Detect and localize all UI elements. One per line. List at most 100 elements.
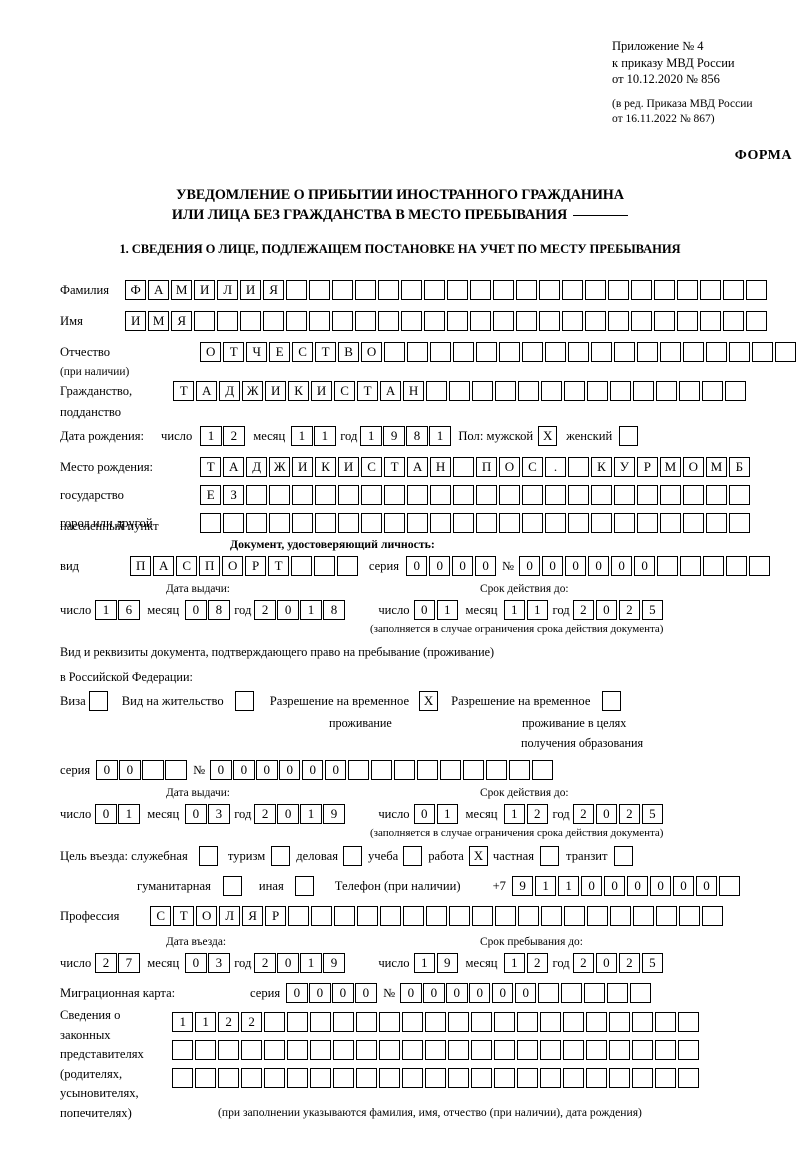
char-cell[interactable]	[217, 1068, 240, 1088]
char-cell[interactable]	[485, 760, 508, 780]
purpose-service-checkbox[interactable]	[198, 846, 218, 866]
char-cell[interactable]	[378, 1040, 401, 1060]
char-cell[interactable]: 0	[603, 876, 626, 896]
char-cell[interactable]	[475, 342, 498, 362]
char-cell[interactable]: 0	[429, 556, 451, 576]
char-cell[interactable]	[677, 1012, 700, 1032]
char-cell[interactable]	[356, 906, 379, 926]
char-cell[interactable]	[469, 311, 492, 331]
char-cell[interactable]	[631, 1068, 654, 1088]
char-cell[interactable]	[383, 485, 406, 505]
char-cell[interactable]	[563, 906, 586, 926]
char-cell[interactable]	[452, 457, 475, 477]
char-cell[interactable]: 1	[200, 426, 222, 446]
char-cell[interactable]: 0	[96, 760, 118, 780]
char-cell[interactable]	[470, 1068, 493, 1088]
char-cell[interactable]	[538, 311, 561, 331]
char-cell[interactable]: Е	[200, 485, 222, 505]
char-cell[interactable]	[394, 760, 416, 780]
char-cell[interactable]: 1	[118, 804, 140, 824]
char-cell[interactable]: 0	[185, 953, 207, 973]
char-cell[interactable]	[745, 311, 767, 331]
char-cell[interactable]	[383, 342, 406, 362]
char-cell[interactable]	[631, 1012, 654, 1032]
char-cell[interactable]	[748, 556, 771, 576]
char-cell[interactable]	[309, 1068, 332, 1088]
char-cell[interactable]	[659, 342, 682, 362]
char-cell[interactable]: У	[613, 457, 636, 477]
char-cell[interactable]: 0	[286, 983, 308, 1003]
char-cell[interactable]: 0	[210, 760, 232, 780]
char-cell[interactable]: 0	[95, 804, 117, 824]
char-cell[interactable]	[540, 906, 563, 926]
visa-checkbox[interactable]	[88, 691, 108, 711]
char-cell[interactable]: Т	[267, 556, 290, 576]
char-cell[interactable]: 1	[526, 600, 548, 620]
char-cell[interactable]	[701, 381, 724, 401]
char-cell[interactable]: Я	[241, 906, 264, 926]
char-cell[interactable]	[613, 485, 636, 505]
char-cell[interactable]	[493, 1040, 516, 1060]
char-cell[interactable]: 8	[406, 426, 428, 446]
char-cell[interactable]: 1	[172, 1012, 194, 1032]
char-cell[interactable]	[314, 513, 337, 533]
char-cell[interactable]: 1	[413, 953, 435, 973]
char-cell[interactable]: К	[314, 457, 337, 477]
char-cell[interactable]	[586, 381, 609, 401]
char-cell[interactable]: Р	[264, 906, 287, 926]
char-cell[interactable]	[240, 1040, 263, 1060]
char-cell[interactable]: К	[590, 457, 613, 477]
char-cell[interactable]: 2	[572, 600, 595, 620]
char-cell[interactable]: 0	[492, 983, 514, 1003]
char-cell[interactable]	[400, 280, 423, 300]
char-cell[interactable]	[636, 342, 659, 362]
char-cell[interactable]	[401, 1012, 424, 1032]
char-cell[interactable]: Т	[173, 381, 195, 401]
char-cell[interactable]: 2	[95, 953, 117, 973]
char-cell[interactable]	[676, 311, 699, 331]
char-cell[interactable]	[544, 513, 567, 533]
char-cell[interactable]: П	[475, 457, 498, 477]
char-cell[interactable]: 0	[595, 600, 618, 620]
char-cell[interactable]	[774, 342, 796, 362]
char-cell[interactable]: 0	[302, 760, 324, 780]
purpose-transit-checkbox[interactable]	[613, 846, 633, 866]
char-cell[interactable]	[291, 513, 314, 533]
char-cell[interactable]: 3	[208, 953, 230, 973]
char-cell[interactable]: 1	[194, 1012, 217, 1032]
char-cell[interactable]: Д	[218, 381, 241, 401]
char-cell[interactable]: 0	[355, 983, 377, 1003]
char-cell[interactable]: 0	[423, 983, 445, 1003]
char-cell[interactable]: 0	[474, 556, 497, 576]
char-cell[interactable]: С	[360, 457, 383, 477]
char-cell[interactable]	[378, 1068, 401, 1088]
residence-permit-checkbox[interactable]	[234, 691, 254, 711]
char-cell[interactable]	[268, 513, 291, 533]
char-cell[interactable]: С	[333, 381, 356, 401]
char-cell[interactable]	[406, 342, 429, 362]
char-cell[interactable]: М	[170, 280, 193, 300]
char-cell[interactable]: 9	[323, 804, 345, 824]
char-cell[interactable]: 0	[233, 760, 255, 780]
char-cell[interactable]	[745, 280, 767, 300]
char-cell[interactable]: 1	[503, 804, 525, 824]
char-cell[interactable]	[584, 311, 607, 331]
char-cell[interactable]	[608, 1068, 631, 1088]
char-cell[interactable]	[406, 485, 429, 505]
char-cell[interactable]	[585, 1068, 608, 1088]
char-cell[interactable]: И	[264, 381, 287, 401]
char-cell[interactable]	[286, 1068, 309, 1088]
char-cell[interactable]	[313, 556, 336, 576]
char-cell[interactable]: Е	[268, 342, 291, 362]
char-cell[interactable]: 1	[360, 426, 382, 446]
char-cell[interactable]	[402, 906, 425, 926]
char-cell[interactable]	[470, 1040, 493, 1060]
char-cell[interactable]: 9	[436, 953, 458, 973]
